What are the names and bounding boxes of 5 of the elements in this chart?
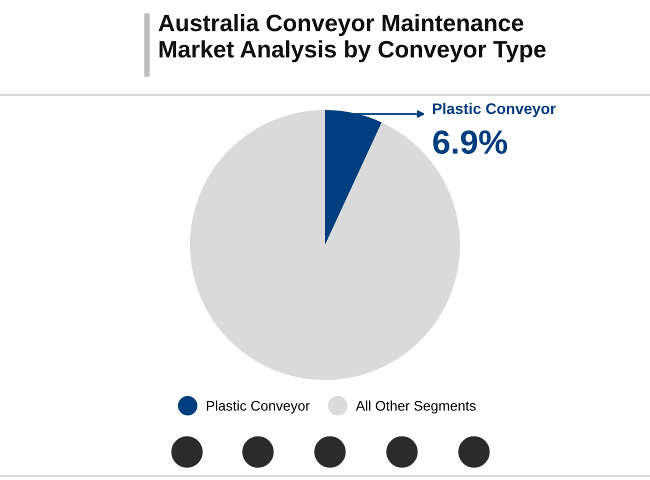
chart-title: Australia Conveyor Maintenance Market Analysis by Conveyor Type	[158, 14, 546, 62]
legend-label: All Other Segments	[356, 400, 476, 414]
data-label: 6.9%	[433, 130, 508, 154]
legend-label: Plastic Conveyor	[433, 102, 556, 118]
category-label: Plastic Conveyor	[206, 400, 310, 414]
